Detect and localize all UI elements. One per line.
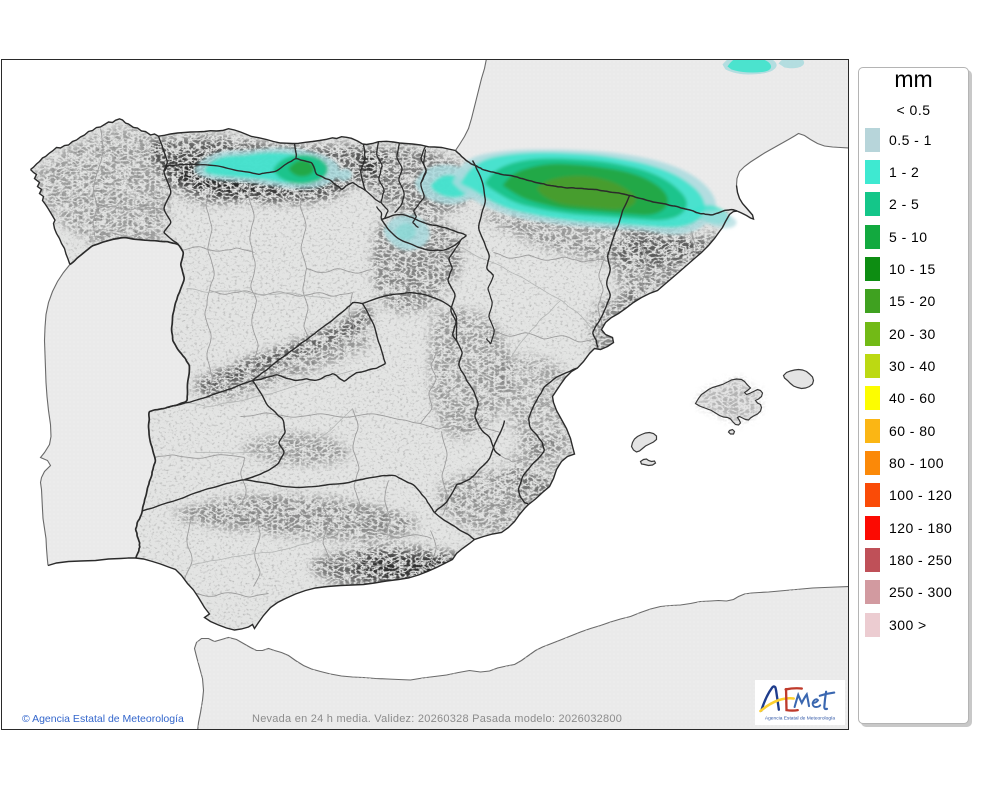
svg-text:Agencia Estatal de Meteorologí: Agencia Estatal de Meteorología [765, 716, 836, 722]
